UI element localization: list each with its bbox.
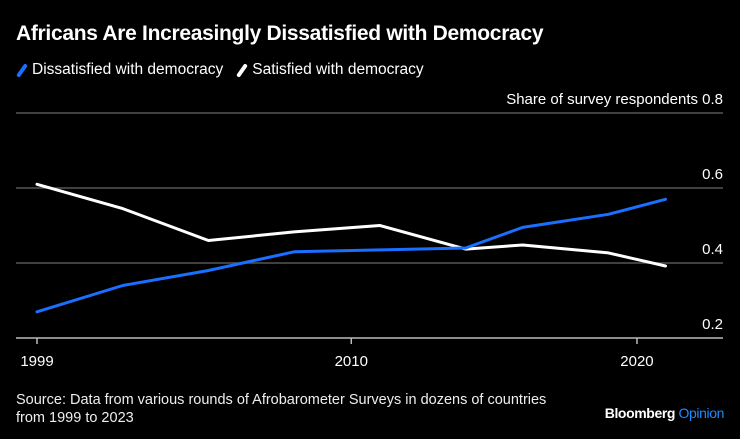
legend-item-satisfied: Satisfied with democracy [236,61,424,79]
legend-item-dissatisfied: Dissatisfied with democracy [16,61,223,79]
y-tick-label: 0.4 [702,241,723,258]
brand-accent: Opinion [678,405,725,421]
x-tick-label: 2020 [620,353,653,370]
brand-name: Bloomberg [604,405,676,421]
y-tick-label: 0.2 [702,316,723,333]
y-tick-label: Share of survey respondents 0.8 [506,91,723,108]
legend-label: Dissatisfied with democracy [32,61,224,78]
y-tick-label: 0.6 [702,166,723,183]
series-line-dissatisfied [35,197,667,314]
x-tick-label: 2010 [335,353,368,370]
source-note: Source: Data from various rounds of Afro… [16,391,616,427]
source-line-1: Source: Data from various rounds of Afro… [16,392,547,408]
brand-logo: Bloomberg Opinion [604,405,725,421]
legend: Dissatisfied with democracy Satisfied wi… [16,61,437,79]
source-line-2: from 1999 to 2023 [16,410,134,426]
series-line-satisfied [35,182,667,268]
legend-label: Satisfied with democracy [252,61,424,78]
x-tick-label: 1999 [20,353,53,370]
chart-title: Africans Are Increasingly Dissatisfied w… [16,22,544,45]
